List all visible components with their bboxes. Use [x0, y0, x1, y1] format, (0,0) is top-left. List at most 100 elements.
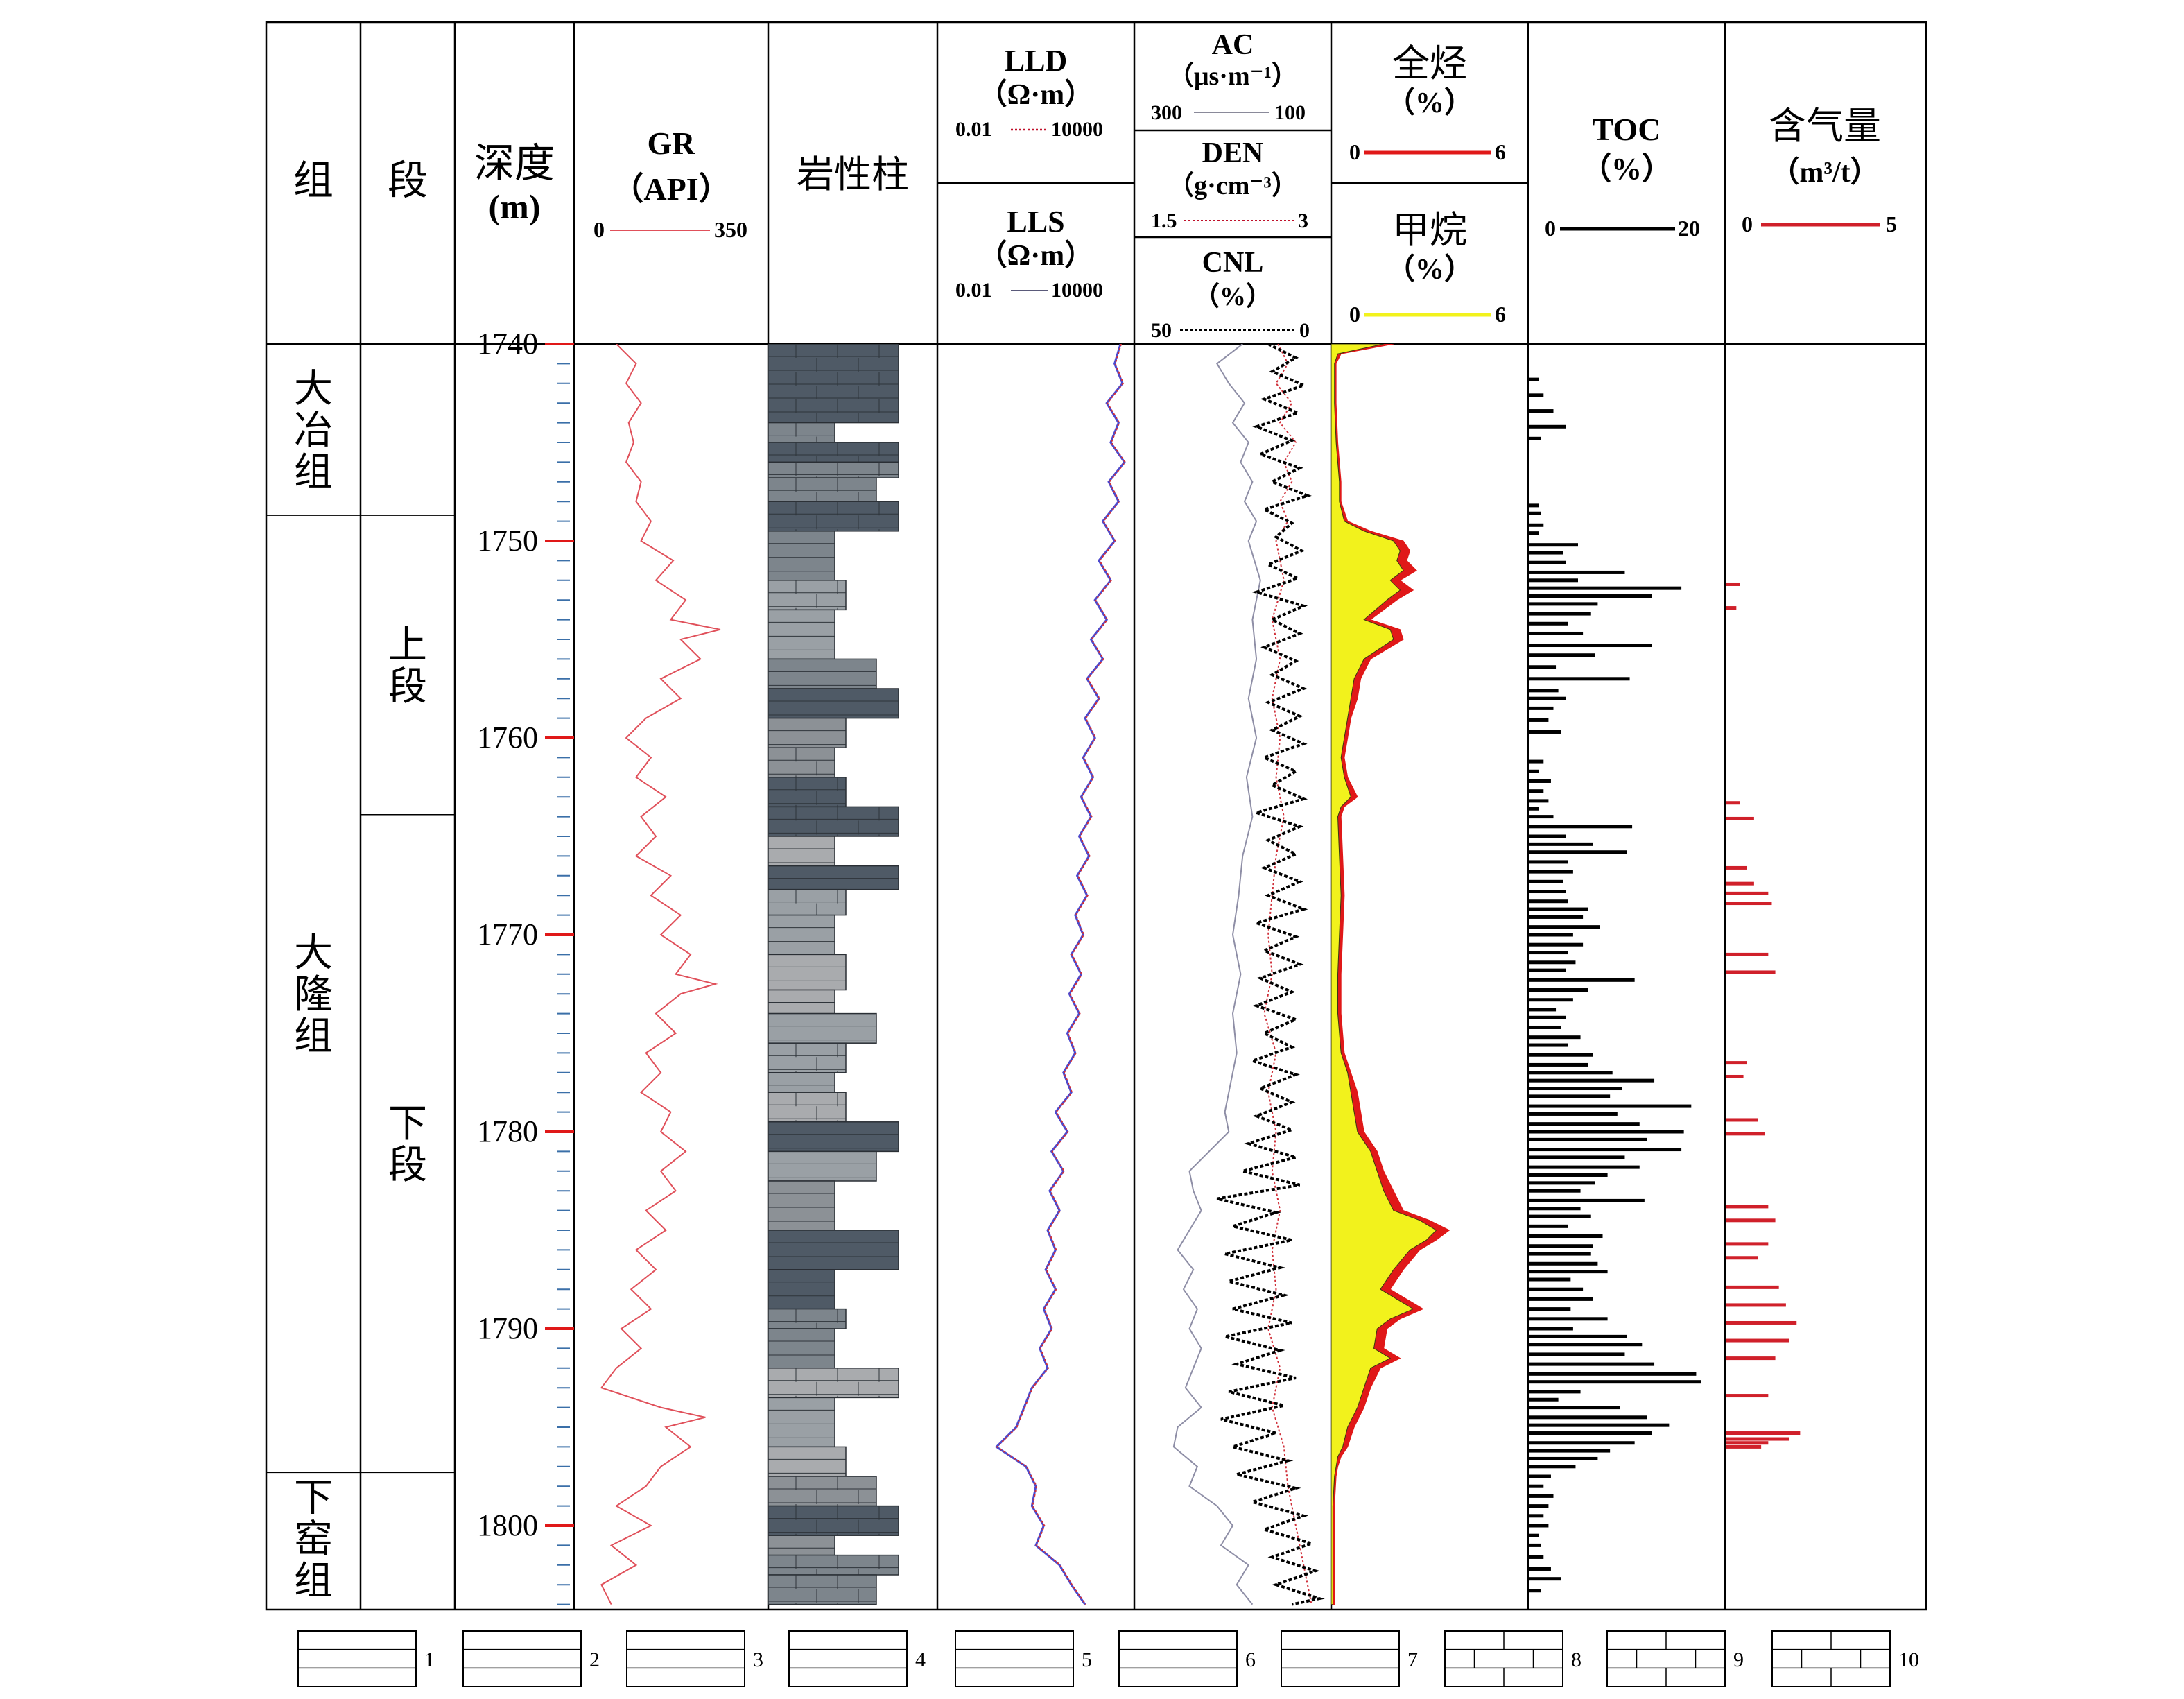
gas-scale-min: 0 — [1742, 212, 1753, 236]
methane-header-title: 甲烷 — [1392, 208, 1467, 252]
legend-number: 8 — [1571, 1648, 1581, 1671]
toc-bar — [1529, 1465, 1576, 1469]
gas-bar — [1726, 801, 1740, 805]
toc-bar — [1529, 850, 1627, 854]
toc-header-unit: （%） — [1581, 152, 1672, 186]
toc-bar — [1529, 1334, 1627, 1338]
toc-bar — [1529, 523, 1544, 527]
toc-bar — [1529, 1567, 1551, 1571]
toc-bar — [1529, 1390, 1581, 1394]
toc-bar — [1529, 1035, 1581, 1040]
den-header-title: DEN — [1202, 137, 1264, 169]
gas-bar — [1726, 1437, 1790, 1441]
lithology-layer — [768, 477, 877, 502]
lithology-layer — [768, 1092, 847, 1123]
toc-bar — [1529, 907, 1588, 911]
lithology-layer — [768, 501, 899, 532]
toc-bar — [1529, 842, 1593, 846]
lithology-column — [768, 344, 899, 1605]
cnl-scale-max: 0 — [1299, 319, 1310, 342]
lls-scale-max: 10000 — [1051, 279, 1103, 302]
lld-curve — [996, 344, 1127, 1605]
toc-bar — [1529, 706, 1554, 710]
toc-bar — [1529, 511, 1541, 515]
gas-bar — [1726, 1118, 1758, 1122]
depth-label: 1790 — [477, 1311, 538, 1345]
toc-bar — [1529, 960, 1576, 965]
member-label-char: 上 — [388, 623, 427, 668]
toc-bar — [1529, 1015, 1566, 1019]
toc-bar — [1529, 1214, 1591, 1218]
lithology-layer — [768, 717, 847, 748]
toc-bar — [1529, 1415, 1647, 1420]
lithology-layer — [768, 688, 899, 719]
lithology-layer — [768, 580, 847, 611]
toc-bar — [1529, 409, 1554, 413]
gas-bar — [1726, 1061, 1747, 1065]
gas-bar — [1726, 881, 1754, 886]
member-label-char: 下 — [388, 1101, 427, 1146]
toc-bar — [1529, 1087, 1622, 1091]
ac-scale-min: 300 — [1151, 101, 1182, 124]
depth-label: 1760 — [477, 721, 538, 754]
toc-bar — [1529, 915, 1584, 919]
toc-bar — [1529, 436, 1541, 440]
legend-swatch — [462, 1630, 582, 1687]
legend-swatch — [1281, 1630, 1400, 1687]
lithology-layer — [768, 747, 835, 778]
lithology-layer — [768, 1505, 899, 1536]
depth-label: 1750 — [477, 524, 538, 558]
lithology-layer — [768, 1574, 877, 1605]
toc-scale-min: 0 — [1545, 216, 1556, 241]
legend-number: 2 — [589, 1648, 600, 1671]
toc-bar — [1529, 578, 1578, 583]
member-header: 段 — [388, 157, 428, 204]
gr-header-title: GR — [648, 126, 696, 161]
den-scale-min: 1.5 — [1151, 209, 1177, 232]
toc-bar — [1529, 759, 1544, 764]
lls-scale-min: 0.01 — [955, 279, 992, 302]
bar-tracks — [1529, 377, 1801, 1593]
lld-scale-min: 0.01 — [955, 118, 992, 141]
gas-bar — [1726, 1441, 1769, 1445]
toc-bar — [1529, 825, 1633, 829]
toc-bar — [1529, 1207, 1581, 1211]
lithology-layer — [768, 1150, 877, 1182]
toc-bar — [1529, 1372, 1697, 1376]
toc-bar — [1529, 1589, 1541, 1593]
lithology-layer — [768, 422, 835, 443]
toc-bar — [1529, 1252, 1591, 1256]
lithology-header: 岩性柱 — [797, 153, 909, 196]
toc-bar — [1529, 1104, 1692, 1108]
lithology-layer — [768, 344, 899, 424]
toc-bar — [1529, 1173, 1608, 1177]
lithology-layer — [768, 531, 835, 581]
depth-header-title: 深度 — [474, 139, 555, 187]
gas-scale-max: 5 — [1886, 212, 1897, 236]
toc-bar — [1529, 978, 1635, 982]
toc-bar — [1529, 1317, 1608, 1321]
legend-swatch — [788, 1630, 908, 1687]
toc-bar — [1529, 689, 1559, 693]
toc-bar — [1529, 1189, 1581, 1193]
toc-bar — [1529, 560, 1566, 564]
lithology-layer — [768, 1012, 877, 1044]
formation-label: 下窑组 — [294, 1475, 333, 1603]
member-label-char: 段 — [388, 1143, 427, 1188]
toc-bar — [1529, 1494, 1554, 1498]
toc-bar — [1529, 1122, 1640, 1126]
formation-label-char: 组 — [294, 1558, 333, 1603]
toc-bar — [1529, 586, 1682, 590]
gas-bar — [1726, 1256, 1758, 1260]
toc-bar — [1529, 393, 1544, 397]
legend-swatch — [955, 1630, 1074, 1687]
legend-number: 10 — [1898, 1648, 1919, 1671]
toc-bar — [1529, 1514, 1544, 1518]
toc-bar — [1529, 1094, 1611, 1098]
toc-bar — [1529, 594, 1652, 598]
legend-number: 4 — [915, 1648, 926, 1671]
toc-bar — [1529, 644, 1652, 648]
toc-bar — [1529, 942, 1584, 947]
toc-bar — [1529, 1234, 1603, 1239]
